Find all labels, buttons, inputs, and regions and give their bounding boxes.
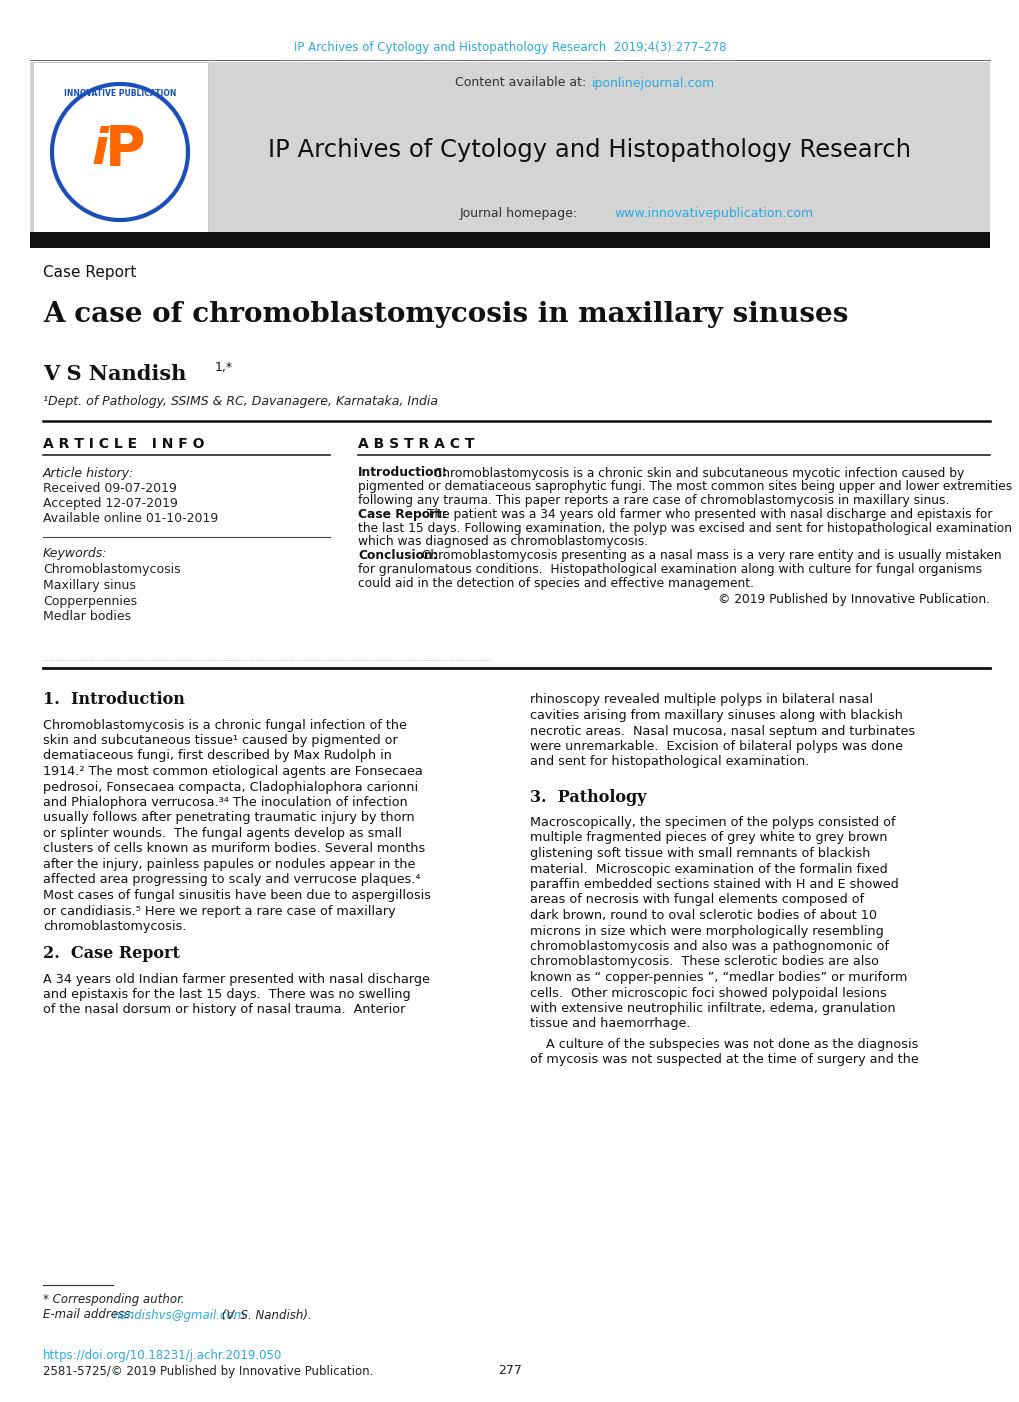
Text: for granulomatous conditions.  Histopathological examination along with culture : for granulomatous conditions. Histopatho… [358, 564, 981, 576]
Text: i: i [92, 126, 108, 174]
Text: Copperpennies: Copperpennies [43, 594, 137, 607]
Text: dematiaceous fungi, first described by Max Rudolph in: dematiaceous fungi, first described by M… [43, 750, 391, 763]
Bar [30, 62, 989, 236]
Text: following any trauma. This paper reports a rare case of chromoblastomycosis in m: following any trauma. This paper reports… [358, 494, 949, 508]
Text: nandishvs@gmail.com: nandishvs@gmail.com [113, 1308, 246, 1322]
Text: or splinter wounds.  The fungal agents develop as small: or splinter wounds. The fungal agents de… [43, 827, 401, 840]
Text: clusters of cells known as muriform bodies. Several months: clusters of cells known as muriform bodi… [43, 843, 425, 855]
Text: glistening soft tissue with small remnants of blackish: glistening soft tissue with small remnan… [530, 847, 869, 859]
Text: after the injury, painless papules or nodules appear in the: after the injury, painless papules or no… [43, 858, 415, 871]
Text: Maxillary sinus: Maxillary sinus [43, 579, 136, 592]
Text: ¹Dept. of Pathology, SSIMS & RC, Davanagere, Karnataka, India: ¹Dept. of Pathology, SSIMS & RC, Davanag… [43, 395, 437, 408]
Text: V S Nandish: V S Nandish [43, 365, 186, 384]
Text: known as “ copper-pennies ”, “medlar bodies” or muriform: known as “ copper-pennies ”, “medlar bod… [530, 972, 907, 984]
Text: A R T I C L E   I N F O: A R T I C L E I N F O [43, 437, 204, 451]
Text: 2581-5725/© 2019 Published by Innovative Publication.: 2581-5725/© 2019 Published by Innovative… [43, 1364, 373, 1378]
Text: INNOVATIVE PUBLICATION: INNOVATIVE PUBLICATION [64, 88, 176, 98]
Text: cells.  Other microscopic foci showed polypoidal lesions: cells. Other microscopic foci showed pol… [530, 987, 886, 1000]
Text: skin and subcutaneous tissue¹ caused by pigmented or: skin and subcutaneous tissue¹ caused by … [43, 735, 397, 747]
Text: Medlar bodies: Medlar bodies [43, 610, 131, 624]
Text: iponlinejournal.com: iponlinejournal.com [591, 77, 714, 90]
Text: the last 15 days. Following examination, the polyp was excised and sent for hist: the last 15 days. Following examination,… [358, 522, 1011, 534]
Text: Keywords:: Keywords: [43, 547, 107, 559]
Text: Most cases of fungal sinusitis have been due to aspergillosis: Most cases of fungal sinusitis have been… [43, 889, 431, 901]
Text: Available online 01-10-2019: Available online 01-10-2019 [43, 513, 218, 526]
Text: and sent for histopathological examination.: and sent for histopathological examinati… [530, 756, 809, 768]
Text: A culture of the subspecies was not done as the diagnosis: A culture of the subspecies was not done… [530, 1037, 917, 1052]
Text: of the nasal dorsum or history of nasal trauma.  Anterior: of the nasal dorsum or history of nasal … [43, 1004, 405, 1016]
Text: affected area progressing to scaly and verrucose plaques.⁴: affected area progressing to scaly and v… [43, 873, 420, 886]
Text: Chromoblastomycosis is a chronic skin and subcutaneous mycotic infection caused : Chromoblastomycosis is a chronic skin an… [426, 467, 963, 479]
Text: pedrosoi, Fonsecaea compacta, Cladophialophora carionni: pedrosoi, Fonsecaea compacta, Cladophial… [43, 781, 418, 794]
Text: Chromoblastomycosis is a chronic fungal infection of the: Chromoblastomycosis is a chronic fungal … [43, 718, 407, 732]
Text: or candidiasis.⁵ Here we report a rare case of maxillary: or candidiasis.⁵ Here we report a rare c… [43, 904, 395, 917]
Text: P: P [105, 123, 145, 177]
Text: Chromoblastomycosis: Chromoblastomycosis [43, 562, 180, 575]
Text: with extensive neutrophilic infiltrate, edema, granulation: with extensive neutrophilic infiltrate, … [530, 1002, 895, 1015]
Text: Chromoblastomycosis presenting as a nasal mass is a very rare entity and is usua: Chromoblastomycosis presenting as a nasa… [418, 550, 1001, 562]
Text: and epistaxis for the last 15 days.  There was no swelling: and epistaxis for the last 15 days. Ther… [43, 988, 411, 1001]
Text: Case Report: Case Report [43, 265, 137, 279]
Text: https://doi.org/10.18231/j.achr.2019.050: https://doi.org/10.18231/j.achr.2019.050 [43, 1349, 282, 1361]
Text: microns in size which were morphologically resembling: microns in size which were morphological… [530, 924, 882, 938]
Text: pigmented or dematiaceous saprophytic fungi. The most common sites being upper a: pigmented or dematiaceous saprophytic fu… [358, 481, 1011, 494]
Text: and Phialophora verrucosa.³⁴ The inoculation of infection: and Phialophora verrucosa.³⁴ The inocula… [43, 796, 408, 809]
Text: Journal homepage:: Journal homepage: [460, 206, 582, 220]
Text: IP Archives of Cytology and Histopathology Research: IP Archives of Cytology and Histopatholo… [268, 137, 911, 163]
Text: material.  Microscopic examination of the formalin fixed: material. Microscopic examination of the… [530, 862, 887, 875]
Text: paraffin embedded sections stained with H and E showed: paraffin embedded sections stained with … [530, 878, 898, 892]
Text: multiple fragmented pieces of grey white to grey brown: multiple fragmented pieces of grey white… [530, 831, 887, 844]
Text: necrotic areas.  Nasal mucosa, nasal septum and turbinates: necrotic areas. Nasal mucosa, nasal sept… [530, 725, 914, 737]
Bar [33, 62, 208, 231]
Text: 1914.² The most common etiological agents are Fonsecaea: 1914.² The most common etiological agent… [43, 765, 422, 778]
Text: 3.  Pathology: 3. Pathology [530, 789, 646, 806]
Text: Accepted 12-07-2019: Accepted 12-07-2019 [43, 498, 177, 510]
Text: Macroscopically, the specimen of the polyps consisted of: Macroscopically, the specimen of the pol… [530, 816, 895, 829]
Text: chromoblastomycosis.: chromoblastomycosis. [43, 920, 186, 932]
Text: which was diagnosed as chromoblastomycosis.: which was diagnosed as chromoblastomycos… [358, 536, 647, 548]
Text: dark brown, round to oval sclerotic bodies of about 10: dark brown, round to oval sclerotic bodi… [530, 908, 876, 923]
Text: A case of chromoblastomycosis in maxillary sinuses: A case of chromoblastomycosis in maxilla… [43, 301, 848, 328]
Text: cavities arising from maxillary sinuses along with blackish: cavities arising from maxillary sinuses … [530, 709, 902, 722]
Text: A B S T R A C T: A B S T R A C T [358, 437, 474, 451]
Text: Conclusion:: Conclusion: [358, 550, 437, 562]
Text: 1,*: 1,* [215, 362, 233, 374]
Text: Article history:: Article history: [43, 467, 135, 479]
Text: areas of necrosis with fungal elements composed of: areas of necrosis with fungal elements c… [530, 893, 863, 907]
Text: IP Archives of Cytology and Histopathology Research  2019;4(3):277–278: IP Archives of Cytology and Histopatholo… [293, 41, 726, 53]
Text: were unremarkable.  Excision of bilateral polyps was done: were unremarkable. Excision of bilateral… [530, 740, 902, 753]
Text: 2.  Case Report: 2. Case Report [43, 945, 179, 963]
Text: Received 09-07-2019: Received 09-07-2019 [43, 482, 176, 495]
Text: tissue and haemorrhage.: tissue and haemorrhage. [530, 1018, 690, 1030]
Bar [30, 231, 989, 248]
Text: 277: 277 [497, 1364, 522, 1378]
Text: chromoblastomycosis and also was a pathognomonic of: chromoblastomycosis and also was a patho… [530, 939, 889, 953]
Text: could aid in the detection of species and effective management.: could aid in the detection of species an… [358, 576, 753, 590]
Text: E-mail address:: E-mail address: [43, 1308, 138, 1322]
Text: 1.  Introduction: 1. Introduction [43, 691, 184, 708]
Text: Case Report:: Case Report: [358, 508, 446, 522]
Text: Content available at:: Content available at: [454, 77, 589, 90]
Text: of mycosis was not suspected at the time of surgery and the: of mycosis was not suspected at the time… [530, 1053, 918, 1067]
Text: chromoblastomycosis.  These sclerotic bodies are also: chromoblastomycosis. These sclerotic bod… [530, 956, 878, 969]
Text: usually follows after penetrating traumatic injury by thorn: usually follows after penetrating trauma… [43, 812, 414, 824]
Text: * Corresponding author.: * Corresponding author. [43, 1294, 184, 1307]
Text: www.innovativepublication.com: www.innovativepublication.com [613, 206, 812, 220]
Text: The patient was a 34 years old farmer who presented with nasal discharge and epi: The patient was a 34 years old farmer wh… [423, 508, 991, 522]
Text: rhinoscopy revealed multiple polyps in bilateral nasal: rhinoscopy revealed multiple polyps in b… [530, 694, 872, 707]
Text: (V. S. Nandish).: (V. S. Nandish). [218, 1308, 312, 1322]
Text: Introduction:: Introduction: [358, 467, 447, 479]
Text: © 2019 Published by Innovative Publication.: © 2019 Published by Innovative Publicati… [717, 593, 989, 606]
Text: A 34 years old Indian farmer presented with nasal discharge: A 34 years old Indian farmer presented w… [43, 973, 429, 986]
